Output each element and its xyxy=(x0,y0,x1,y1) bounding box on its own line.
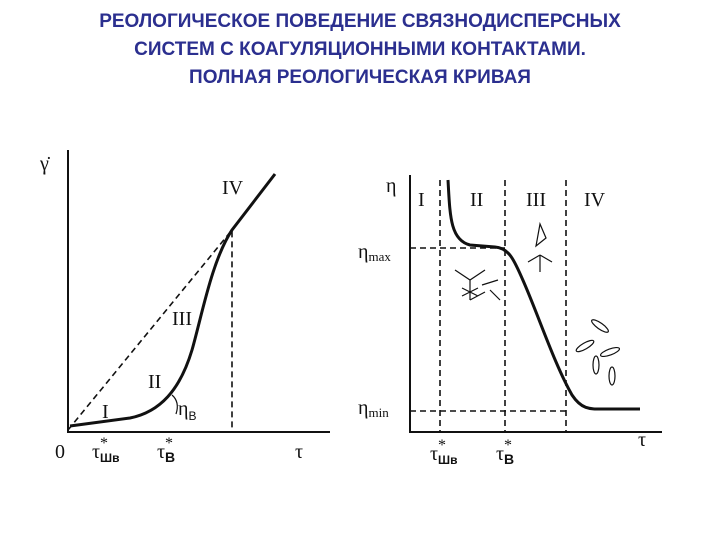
region-label: II xyxy=(470,189,483,211)
x-mark-label: τ* Шв xyxy=(92,435,119,465)
subscript: В xyxy=(504,451,514,467)
y-axis-label: γ̇ xyxy=(39,153,51,175)
region-label: IV xyxy=(222,177,244,199)
dashed-guides xyxy=(410,180,567,432)
origin-label: 0 xyxy=(55,441,65,463)
subscript: В xyxy=(188,409,196,423)
flow-curve xyxy=(69,173,277,428)
left-plot: γ̇ τ 0 I II III IV ηВ τ* Шв τ* В xyxy=(39,150,330,465)
subscript: Шв xyxy=(438,453,457,467)
x-axis-label: τ xyxy=(295,441,303,463)
symbol: τ xyxy=(92,441,100,463)
axes xyxy=(67,150,330,433)
angle-arc xyxy=(171,394,178,415)
slide-title: РЕОЛОГИЧЕСКОЕ ПОВЕДЕНИЕ СВЯЗНОДИСПЕРСНЫХ… xyxy=(0,8,720,96)
title-line: СИСТЕМ С КОАГУЛЯЦИОННЫМИ КОНТАКТАМИ. xyxy=(134,39,586,60)
region-label: I xyxy=(102,401,109,423)
subscript: В xyxy=(165,449,175,465)
symbol: η xyxy=(358,241,368,263)
viscosity-curve xyxy=(446,179,640,411)
symbol: η xyxy=(178,398,188,420)
y-axis-label: η xyxy=(386,175,396,197)
x-mark-label: τ* В xyxy=(157,435,175,465)
subscript: min xyxy=(368,405,389,420)
title-line: РЕОЛОГИЧЕСКОЕ ПОВЕДЕНИЕ СВЯЗНОДИСПЕРСНЫХ xyxy=(99,11,621,32)
particle-sketches xyxy=(454,221,621,386)
subscript: Шв xyxy=(100,451,119,465)
viscosity-label: ηВ xyxy=(178,398,196,423)
x-mark-label: τ* Шв xyxy=(430,437,457,467)
symbol: τ xyxy=(430,443,438,465)
symbol: τ xyxy=(157,441,165,463)
superscript: * xyxy=(100,435,108,452)
x-mark-label: τ* В xyxy=(496,437,514,467)
symbol: η xyxy=(358,397,368,419)
region-label: IV xyxy=(584,189,606,211)
region-label: II xyxy=(148,371,161,393)
subscript: max xyxy=(368,249,391,264)
superscript: * xyxy=(438,437,446,454)
region-label: III xyxy=(172,308,192,330)
title-line: ПОЛНАЯ РЕОЛОГИЧЕСКАЯ КРИВАЯ xyxy=(189,67,531,88)
superscript: * xyxy=(504,437,512,454)
dashed-guides xyxy=(67,227,233,432)
superscript: * xyxy=(165,435,173,452)
axes xyxy=(409,175,662,433)
region-label: III xyxy=(526,189,546,211)
region-label: I xyxy=(418,189,425,211)
x-axis-label: τ xyxy=(638,429,646,451)
right-plot: η τ I II III IV ηmax ηmin τ* Шв τ* В xyxy=(358,175,662,467)
symbol: τ xyxy=(496,443,504,465)
y-mark-label: ηmin xyxy=(358,397,389,420)
y-mark-label: ηmax xyxy=(358,241,391,264)
